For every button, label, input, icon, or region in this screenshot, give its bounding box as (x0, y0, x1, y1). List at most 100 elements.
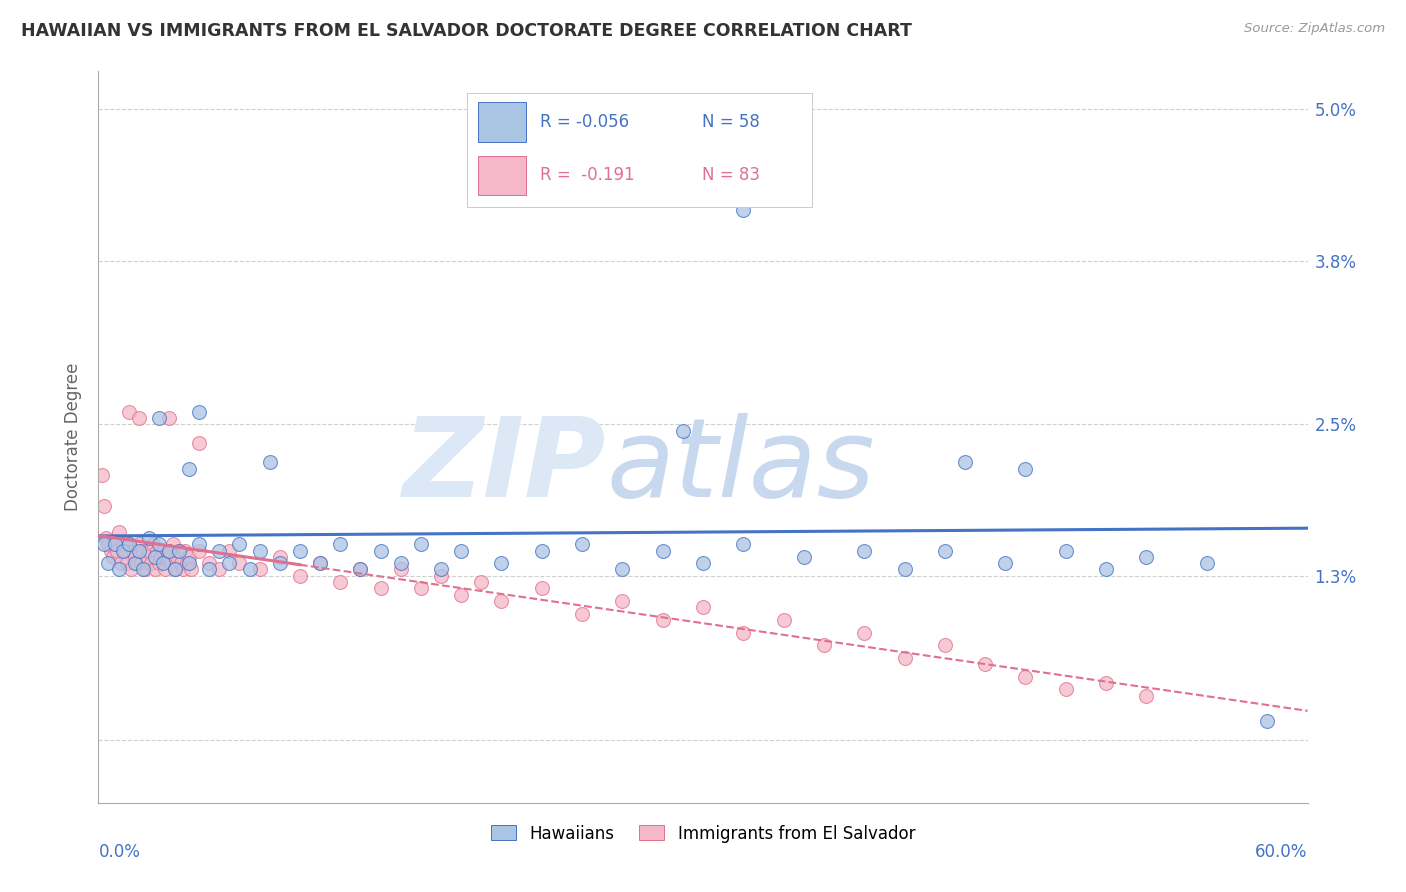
Point (1256, 714, 1278, 728)
Point (146, 543, 169, 558)
Point (672, 424, 695, 438)
Point (450, 543, 472, 558)
Point (179, 461, 201, 475)
Point (156, 549, 179, 564)
Point (120, 562, 142, 576)
Point (188, 543, 211, 558)
Point (96, 531, 118, 545)
Point (1095, 676, 1118, 690)
Point (450, 588, 472, 602)
Point (143, 562, 166, 576)
Point (176, 556, 198, 570)
Point (309, 556, 332, 570)
Point (101, 549, 124, 564)
Point (105, 543, 128, 558)
Point (893, 562, 915, 576)
Point (612, 594, 634, 608)
Point (218, 556, 240, 570)
Point (118, 537, 141, 551)
Point (188, 436, 211, 450)
Point (149, 549, 172, 564)
Point (97, 537, 120, 551)
Point (163, 562, 186, 576)
Point (218, 543, 240, 558)
Point (91, 467, 114, 482)
Point (228, 537, 250, 551)
Point (125, 556, 148, 570)
Point (612, 562, 634, 576)
Point (118, 537, 141, 551)
Point (148, 411, 170, 425)
Point (934, 638, 956, 652)
Point (530, 582, 553, 596)
Point (138, 531, 160, 545)
Point (114, 543, 136, 558)
Point (103, 537, 125, 551)
Point (530, 543, 553, 558)
Point (111, 537, 134, 551)
Point (124, 556, 146, 570)
Point (329, 537, 352, 551)
Point (110, 556, 132, 570)
Point (269, 549, 291, 564)
Point (1014, 461, 1036, 475)
Point (733, 537, 755, 551)
Point (107, 562, 129, 576)
Point (134, 562, 156, 576)
Point (157, 411, 180, 425)
Point (93, 500, 115, 514)
Point (162, 537, 184, 551)
Point (1054, 543, 1077, 558)
Point (128, 543, 150, 558)
Point (1014, 670, 1036, 684)
Point (370, 582, 392, 596)
Point (170, 556, 193, 570)
Point (389, 562, 412, 576)
Point (430, 562, 453, 576)
Point (128, 537, 150, 551)
Point (491, 594, 513, 608)
Point (571, 607, 593, 621)
Point (160, 556, 183, 570)
Text: Source: ZipAtlas.com: Source: ZipAtlas.com (1244, 22, 1385, 36)
Point (188, 405, 211, 419)
Point (1095, 562, 1118, 576)
Point (389, 556, 412, 570)
Point (180, 562, 202, 576)
Point (103, 537, 125, 551)
Text: 60.0%: 60.0% (1256, 843, 1308, 861)
Point (111, 543, 134, 558)
Point (672, 146, 695, 161)
Point (288, 569, 311, 583)
Point (349, 562, 371, 576)
Point (934, 543, 956, 558)
Point (893, 650, 915, 665)
Point (409, 537, 432, 551)
Point (157, 543, 180, 558)
Point (172, 562, 194, 576)
Point (97, 556, 120, 570)
Point (107, 524, 129, 539)
Point (288, 543, 311, 558)
Point (370, 543, 392, 558)
Point (853, 543, 876, 558)
Point (692, 556, 714, 570)
Point (100, 543, 122, 558)
Point (138, 543, 160, 558)
Point (188, 537, 211, 551)
Point (349, 562, 371, 576)
Point (129, 556, 152, 570)
Text: HAWAIIAN VS IMMIGRANTS FROM EL SALVADOR DOCTORATE DEGREE CORRELATION CHART: HAWAIIAN VS IMMIGRANTS FROM EL SALVADOR … (21, 22, 912, 40)
Point (167, 543, 190, 558)
Point (1135, 689, 1157, 703)
Text: 0.0%: 0.0% (98, 843, 141, 861)
Point (148, 556, 170, 570)
Point (430, 569, 453, 583)
Legend: Hawaiians, Immigrants from El Salvador: Hawaiians, Immigrants from El Salvador (484, 818, 922, 849)
Point (121, 543, 143, 558)
Point (1054, 682, 1077, 697)
Point (198, 556, 221, 570)
Point (269, 556, 291, 570)
Point (853, 625, 876, 640)
Point (208, 543, 231, 558)
